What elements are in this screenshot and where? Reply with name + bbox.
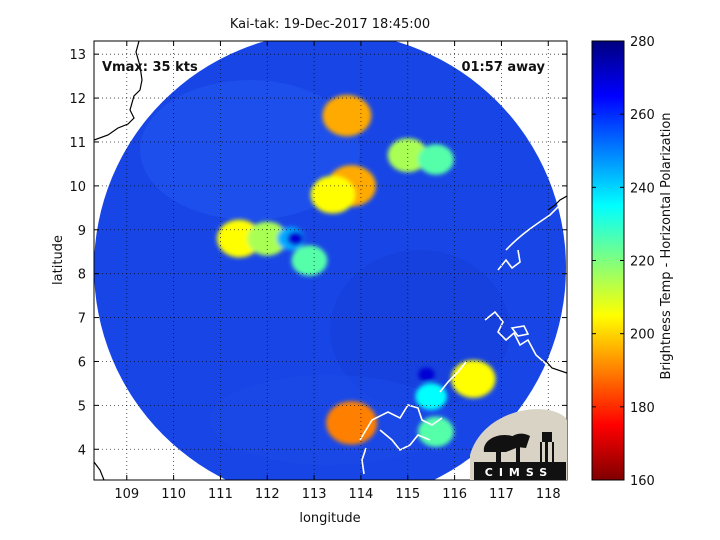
y-axis-ticks: 4 5 6 7 8 9 10 11 12 13 — [69, 48, 567, 458]
x-tick-label: 113 — [302, 487, 327, 502]
colorbar-tick-label: 180 — [630, 401, 655, 416]
brightness-cell — [216, 219, 262, 258]
brightness-cell — [451, 360, 496, 398]
brightness-cell — [322, 94, 372, 137]
y-tick-label: 10 — [69, 180, 86, 195]
brightness-cell — [310, 175, 356, 214]
y-axis-label: latitude — [51, 235, 66, 285]
x-tick-label: 118 — [536, 487, 561, 502]
brightness-cell — [287, 231, 304, 246]
colorbar-tick-label: 280 — [630, 35, 655, 50]
brightness-cell — [387, 138, 428, 173]
x-axis-ticks: 109 110 111 112 113 114 115 116 117 118 — [114, 41, 561, 502]
cimss-logo: CIMSS — [470, 409, 567, 480]
brightness-cell — [417, 144, 454, 175]
y-tick-label: 5 — [78, 399, 86, 414]
y-tick-label: 13 — [69, 48, 86, 63]
cimss-logo-text: CIMSS — [485, 466, 553, 479]
y-tick-label: 11 — [69, 136, 86, 151]
plot-frame — [93, 40, 568, 481]
x-tick-label: 117 — [489, 487, 514, 502]
colorbar-label: Brightness Temp - Horizontal Polarizatio… — [659, 112, 674, 379]
y-tick-label: 7 — [78, 312, 86, 327]
vmax-annotation: Vmax: 35 kts — [102, 60, 198, 75]
x-tick-label: 109 — [114, 487, 139, 502]
colorbar-tick-label: 260 — [630, 108, 655, 123]
colorbar-tick-label: 240 — [630, 181, 655, 196]
colorbar-tick-label: 160 — [630, 474, 655, 489]
y-tick-label: 8 — [78, 268, 86, 283]
brightness-cell — [418, 367, 435, 382]
x-tick-label: 111 — [208, 487, 233, 502]
time-away-annotation: 01:57 away — [461, 60, 545, 75]
colorbar-tick-label: 220 — [630, 255, 655, 270]
coastline-outside — [94, 41, 567, 480]
brightness-cell — [291, 245, 328, 276]
y-tick-label: 6 — [78, 355, 86, 370]
y-tick-label: 9 — [78, 224, 86, 239]
brightness-cell — [415, 383, 447, 410]
colorbar — [591, 40, 625, 481]
y-tick-label: 4 — [78, 443, 86, 458]
colorbar-tick-label: 200 — [630, 328, 655, 343]
grid — [94, 41, 567, 480]
brightness-cell — [247, 221, 288, 256]
x-tick-label: 116 — [442, 487, 467, 502]
chart-title: Kai-tak: 19-Dec-2017 18:45:00 — [230, 17, 430, 32]
plot-area — [94, 41, 567, 480]
x-tick-label: 115 — [395, 487, 420, 502]
x-tick-label: 114 — [349, 487, 374, 502]
colorbar-ticks: 160 180 200 220 240 260 280 — [592, 35, 655, 489]
x-tick-label: 110 — [161, 487, 186, 502]
y-tick-label: 12 — [69, 92, 86, 107]
x-tick-label: 112 — [255, 487, 280, 502]
x-axis-label: longitude — [299, 511, 360, 526]
